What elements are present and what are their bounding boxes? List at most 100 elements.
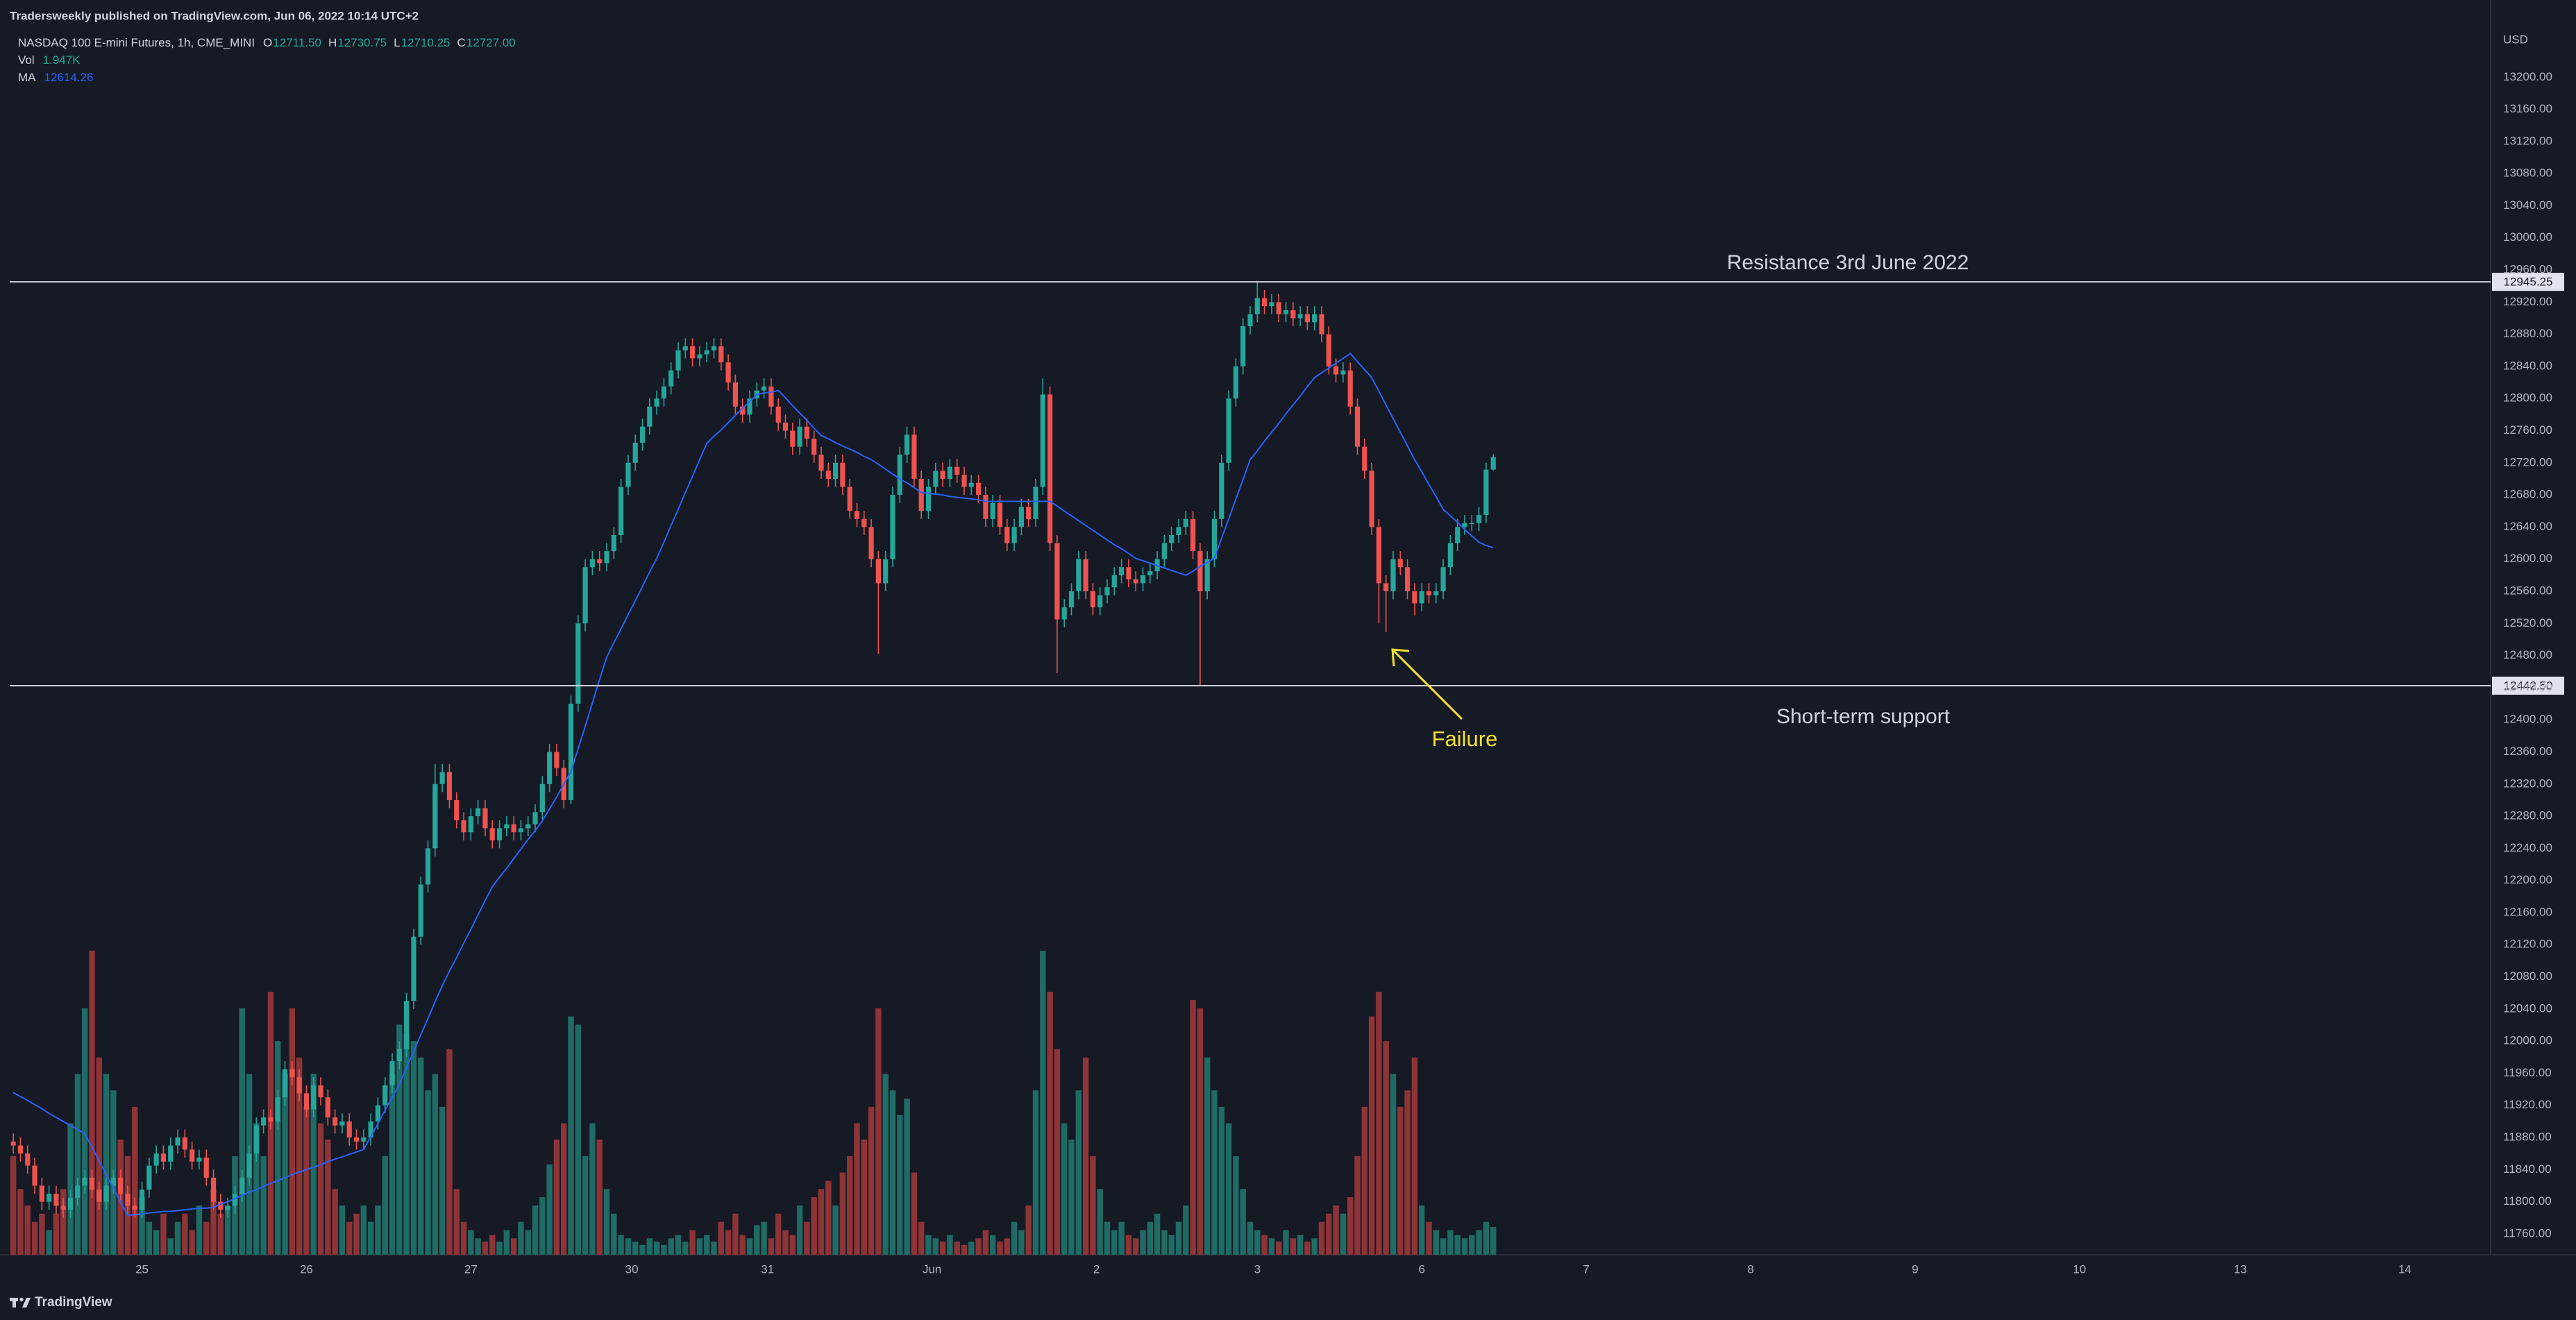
volume-bar (418, 1057, 424, 1255)
y-tick-label: 12200.00 (2503, 873, 2552, 886)
volume-bar (282, 1074, 288, 1255)
volume-bar (796, 1205, 803, 1255)
candle-body (954, 466, 960, 475)
volume-bar (468, 1230, 474, 1255)
candle-body (1304, 314, 1310, 323)
candle-body (568, 704, 574, 800)
candle-body (268, 1117, 273, 1122)
y-tick-label: 11920.00 (2503, 1098, 2552, 1111)
volume-bar (332, 1189, 338, 1255)
candle-body (768, 386, 774, 407)
candle-body (10, 1141, 16, 1146)
volume-bar (53, 1213, 60, 1255)
candle-body (82, 1177, 87, 1186)
volume-bar (653, 1242, 660, 1255)
annotation-arrowhead (1391, 648, 1410, 667)
volume-bar (746, 1238, 753, 1255)
volume-bar (67, 1123, 74, 1255)
candle-body (182, 1137, 187, 1150)
candle-body (404, 1001, 410, 1049)
candle-body (1369, 471, 1374, 527)
ohlc-value: 12730.75 (337, 36, 387, 49)
candle-body (632, 442, 638, 463)
candle-body (468, 816, 473, 833)
y-tick-label: 12320.00 (2503, 777, 2552, 790)
candle-body (868, 527, 874, 559)
legend-line: Vol 1.947K (18, 53, 81, 67)
volume-bar (74, 1074, 81, 1255)
candle-body (518, 828, 524, 833)
volume-bar (224, 1205, 231, 1255)
publisher: Tradersweekly published on TradingView.c… (10, 9, 419, 22)
candle-body (1126, 567, 1131, 579)
volume-bar (289, 1008, 296, 1255)
volume-bar (1161, 1230, 1168, 1255)
volume-bar (561, 1123, 567, 1255)
volume-bar (646, 1238, 653, 1255)
candle-body (511, 824, 516, 833)
candle-body (1076, 559, 1081, 592)
candle-body (296, 1077, 302, 1094)
candle-body (704, 350, 709, 355)
brand-logo (10, 1297, 31, 1308)
volume-bar (1340, 1213, 1347, 1255)
volume-bar (1490, 1226, 1497, 1255)
volume-bar (1018, 1230, 1025, 1255)
candle-body (146, 1165, 152, 1190)
candle-body (890, 495, 895, 559)
x-tick-label: 3 (1254, 1262, 1261, 1276)
candle-body (75, 1185, 81, 1198)
y-tick-label: 11880.00 (2503, 1131, 2552, 1144)
candle-body (1068, 591, 1075, 608)
volume-bar (582, 1156, 589, 1255)
volume-bar (575, 1024, 582, 1255)
candle-body (525, 824, 531, 829)
x-tick-label: 6 (1418, 1262, 1424, 1276)
candle-body (1061, 607, 1067, 620)
y-tick-label: 11760.00 (2503, 1226, 2552, 1239)
candle-body (303, 1093, 310, 1110)
candle-body (625, 462, 631, 487)
candle-body (475, 808, 481, 817)
candle-body (1197, 551, 1203, 592)
candle-body (532, 812, 538, 824)
currency: USD (2503, 33, 2528, 46)
y-tick-label: 12400.00 (2503, 713, 2552, 726)
volume-bar (1261, 1235, 1268, 1255)
volume-bar (1461, 1238, 1468, 1255)
ohlc-value: 12727.00 (466, 36, 516, 49)
candle-body (1204, 559, 1210, 592)
candle-body (489, 828, 495, 840)
volume-bar (1483, 1221, 1490, 1255)
candle-body (647, 406, 653, 427)
overlay-layer: 12945.25 Resistance 3rd June 2022 12442.50… (10, 251, 2564, 751)
candle-body (883, 559, 889, 584)
candle-body (1111, 575, 1117, 588)
candle-body (1412, 591, 1417, 604)
price-label-bg (2492, 273, 2564, 291)
volume-bar (975, 1238, 982, 1255)
candle-body (732, 382, 739, 407)
y-tick-label: 12640.00 (2503, 520, 2552, 533)
volume-bar (1368, 1016, 1375, 1255)
volume-bar (360, 1205, 367, 1255)
candle-body (725, 362, 731, 383)
legend-line: NASDAQ 100 E-mini Futures, 1h, CME_MINI O… (18, 36, 516, 49)
volume-bar (1254, 1230, 1261, 1255)
volume-bar (1097, 1189, 1103, 1255)
candle-body (246, 1153, 252, 1178)
volume-bar (482, 1242, 489, 1255)
y-tick-label: 12960.00 (2503, 263, 2552, 276)
volume-bar (1025, 1205, 1032, 1255)
x-tick-label: 26 (300, 1262, 313, 1276)
volume-bar (1326, 1213, 1332, 1255)
x-tick-label: 30 (625, 1262, 639, 1276)
volume-bar (668, 1238, 674, 1255)
volume-bar (310, 1074, 317, 1255)
volume-bar (1225, 1123, 1232, 1255)
candle-body (196, 1157, 202, 1162)
volume-bar (296, 1057, 303, 1255)
volume-bar (89, 950, 95, 1255)
volume-bar (10, 1156, 17, 1255)
